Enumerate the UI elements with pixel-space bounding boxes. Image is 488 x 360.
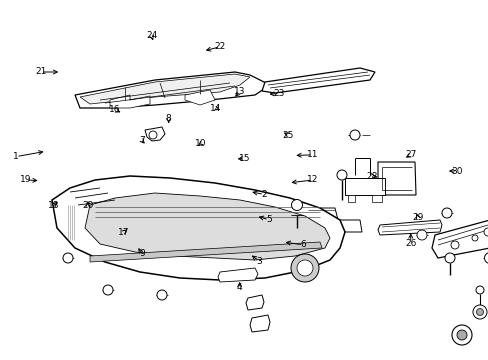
Text: 11: 11 bbox=[306, 150, 318, 159]
Polygon shape bbox=[371, 195, 381, 202]
Circle shape bbox=[103, 285, 113, 295]
Circle shape bbox=[296, 260, 312, 276]
Circle shape bbox=[444, 253, 454, 263]
Text: 2: 2 bbox=[261, 190, 266, 199]
Circle shape bbox=[336, 170, 346, 180]
Polygon shape bbox=[431, 220, 488, 258]
Text: 30: 30 bbox=[450, 166, 462, 175]
Polygon shape bbox=[145, 127, 164, 141]
Circle shape bbox=[450, 241, 458, 249]
Polygon shape bbox=[245, 295, 264, 310]
Circle shape bbox=[484, 252, 488, 264]
Circle shape bbox=[63, 253, 73, 263]
Text: 7: 7 bbox=[139, 136, 144, 145]
Text: 6: 6 bbox=[300, 240, 305, 249]
Text: 4: 4 bbox=[236, 284, 242, 292]
Circle shape bbox=[291, 199, 302, 211]
Polygon shape bbox=[110, 95, 150, 108]
Circle shape bbox=[290, 254, 318, 282]
Polygon shape bbox=[218, 268, 258, 282]
Circle shape bbox=[456, 330, 466, 340]
Text: 15: 15 bbox=[238, 154, 250, 163]
Polygon shape bbox=[262, 68, 374, 93]
Polygon shape bbox=[331, 220, 361, 232]
Polygon shape bbox=[249, 315, 269, 332]
Text: 22: 22 bbox=[214, 42, 225, 51]
Text: 26: 26 bbox=[404, 238, 416, 248]
Circle shape bbox=[475, 286, 483, 294]
Polygon shape bbox=[52, 176, 345, 280]
Circle shape bbox=[475, 309, 483, 315]
Circle shape bbox=[349, 130, 359, 140]
Text: 19: 19 bbox=[20, 175, 32, 184]
Text: 12: 12 bbox=[306, 175, 318, 184]
Polygon shape bbox=[377, 162, 415, 195]
Text: 29: 29 bbox=[411, 213, 423, 222]
Text: 14: 14 bbox=[209, 104, 221, 112]
Text: 1: 1 bbox=[13, 152, 19, 161]
Text: 17: 17 bbox=[118, 228, 129, 237]
Text: 5: 5 bbox=[265, 215, 271, 224]
Polygon shape bbox=[90, 242, 321, 262]
Polygon shape bbox=[347, 195, 354, 202]
Text: 27: 27 bbox=[404, 150, 416, 159]
Text: 21: 21 bbox=[35, 68, 46, 77]
Circle shape bbox=[472, 305, 486, 319]
Polygon shape bbox=[345, 178, 384, 195]
Text: 20: 20 bbox=[82, 201, 94, 210]
Circle shape bbox=[483, 228, 488, 236]
Circle shape bbox=[157, 290, 167, 300]
Text: 25: 25 bbox=[282, 130, 294, 139]
Text: 24: 24 bbox=[145, 31, 157, 40]
Text: 18: 18 bbox=[48, 201, 60, 210]
Circle shape bbox=[471, 235, 477, 241]
Text: 10: 10 bbox=[194, 139, 206, 148]
Text: 16: 16 bbox=[109, 105, 121, 114]
Text: 28: 28 bbox=[365, 172, 377, 181]
Polygon shape bbox=[75, 72, 269, 108]
Text: 3: 3 bbox=[256, 256, 262, 265]
Polygon shape bbox=[85, 193, 329, 260]
Polygon shape bbox=[184, 90, 215, 105]
Circle shape bbox=[149, 131, 157, 139]
Text: 9: 9 bbox=[139, 249, 144, 258]
Circle shape bbox=[416, 230, 426, 240]
Text: 13: 13 bbox=[233, 87, 245, 96]
Polygon shape bbox=[377, 220, 441, 235]
Polygon shape bbox=[305, 208, 337, 220]
Polygon shape bbox=[80, 74, 249, 104]
Circle shape bbox=[451, 325, 471, 345]
Text: 8: 8 bbox=[165, 114, 171, 123]
Text: 23: 23 bbox=[272, 89, 284, 98]
Circle shape bbox=[441, 208, 451, 218]
